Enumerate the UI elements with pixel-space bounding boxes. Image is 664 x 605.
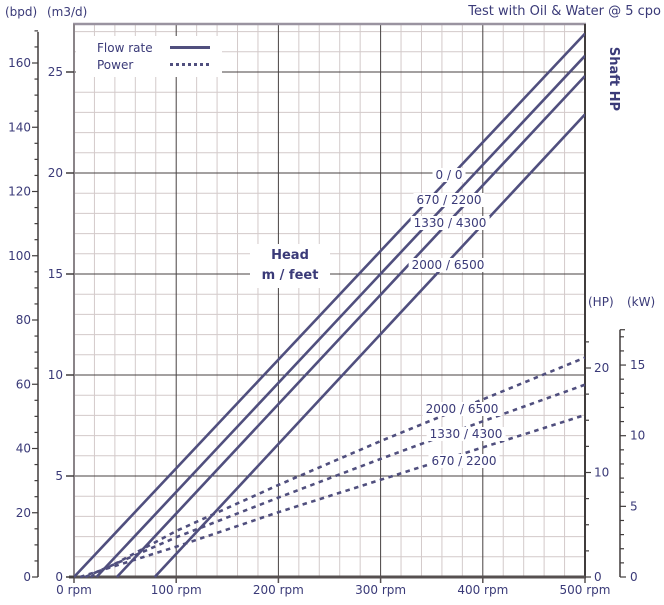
kw-tick-label: 0 [630,570,638,584]
m3d-tick-label: 5 [55,469,63,483]
kw-axis-unit-label: (kW) [627,295,656,309]
head-annotation-line1: Head [271,248,309,263]
series-line-flow-0-0 [74,32,585,578]
bpd-tick-label: 40 [16,442,31,456]
series-line-flow-670-2200 [95,54,585,578]
bpd-tick-label: 160 [8,56,31,70]
flow-rate-line-sample [170,46,210,49]
x-axis-tick-label: 100 rpm [151,583,202,597]
series-label-power-670-2200: 670 / 2200 [428,454,500,468]
hp-tick-label: 20 [594,361,609,375]
x-axis-tick-label: 400 rpm [457,583,508,597]
x-axis-tick-label: 500 rpm [560,583,611,597]
bpd-tick-label: 140 [8,120,31,134]
series-line-power-1330-4300 [84,383,585,579]
series-line-flow-1330-4300 [115,75,585,578]
series-line-power-670-2200 [79,413,585,579]
head-annotation-line2: m / feet [261,268,319,284]
bpd-tick-label: 120 [8,185,31,199]
shaft-hp-axis-title: Shaft HP [606,46,621,112]
bpd-axis-unit-label: (bpd) [5,5,38,19]
m3d-tick-label: 20 [48,166,63,180]
series-line-flow-2000-6500 [153,113,585,578]
series-label-flow-2000-6500: 2000 / 6500 [408,258,488,272]
legend-item-power: Power [97,56,222,73]
bpd-tick-label: 20 [16,506,31,520]
bpd-tick-label: 60 [16,377,31,391]
legend-flow-rate-label: Flow rate [97,40,153,55]
m3d-axis-unit-label: (m3/d) [47,5,88,19]
series-line-power-2000-6500 [89,356,585,579]
bpd-tick-label: 100 [8,249,31,263]
head-annotation: Head m / feet [250,244,330,289]
hp-tick-label: 10 [594,466,609,480]
m3d-tick-label: 25 [48,65,63,79]
kw-tick-label: 5 [630,499,638,513]
legend-power-label: Power [97,57,134,72]
series-label-flow-670-2200: 670 / 2200 [413,193,485,207]
m3d-tick-label: 15 [48,267,63,281]
x-axis-tick-label: 0 rpm [56,583,92,597]
legend: Flow rate Power [76,36,222,77]
bpd-tick-label: 0 [23,570,31,584]
series-label-flow-0-0: 0 / 0 [432,168,466,182]
bpd-tick-label: 80 [16,313,31,327]
series-label-power-1330-4300: 1330 / 4300 [426,427,506,441]
legend-item-flow-rate: Flow rate [97,39,222,56]
m3d-tick-label: 10 [48,368,63,382]
kw-tick-label: 15 [630,358,645,372]
series-label-flow-1330-4300: 1330 / 4300 [410,216,490,230]
x-axis-tick-label: 300 rpm [355,583,406,597]
x-axis-tick-label: 200 rpm [253,583,304,597]
kw-tick-label: 10 [630,429,645,443]
m3d-tick-label: 0 [55,570,63,584]
hp-axis-unit-label: (HP) [588,295,614,309]
power-line-sample [170,63,210,66]
series-label-power-2000-6500: 2000 / 6500 [422,402,502,416]
hp-tick-label: 0 [594,570,602,584]
chart-title: Test with Oil & Water @ 5 cpo [468,4,661,19]
